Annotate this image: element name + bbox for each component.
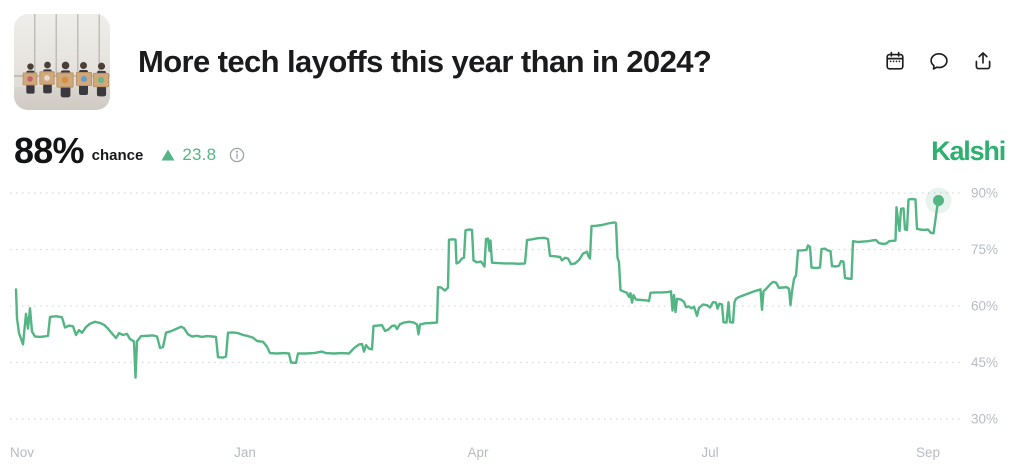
person-figure [91,62,110,96]
y-axis-label: 90% [971,186,998,201]
up-triangle-icon [161,149,175,161]
market-title: More tech layoffs this year than in 2024… [138,44,712,79]
x-axis-label: Apr [467,445,489,460]
header-actions [884,50,994,74]
x-axis-label: Nov [10,445,34,460]
y-axis-label: 60% [971,299,998,314]
x-axis-label: Sep [916,445,940,460]
x-axis-label: Jul [701,445,718,460]
calendar-button[interactable] [884,50,906,74]
calendar-icon [884,49,906,76]
probability-label: chance [91,146,144,164]
delta-value: 23.8 [182,144,217,164]
end-point-dot [933,195,944,206]
share-button[interactable] [972,50,994,74]
kalshi-logo: Kalshi [931,135,1006,166]
comment-button[interactable] [928,50,950,74]
probability-chart[interactable]: 90% 75% 60% 45% 30% Nov Jan Apr Jul Sep [0,178,1024,470]
person-figure [74,61,94,95]
person-figure [21,62,39,94]
x-axis-label: Jan [234,445,256,460]
share-icon [972,49,994,76]
person-figure [37,61,56,94]
chart-area: 90% 75% 60% 45% 30% Nov Jan Apr Jul Sep [0,178,1024,470]
probability-line [14,197,940,379]
probability-value: 88% [14,130,84,171]
market-thumbnail[interactable] [14,14,110,110]
stats-row: 88% chance 23.8 Kalshi [0,128,1024,174]
person-figure [54,61,76,97]
y-axis-label: 45% [971,355,998,370]
info-icon[interactable] [229,147,245,163]
y-axis-label: 30% [971,412,998,427]
delta-group: 23.8 [161,145,216,165]
y-axis-label: 75% [971,242,998,257]
comment-icon [928,49,950,76]
market-header: More tech layoffs this year than in 2024… [0,0,1024,124]
